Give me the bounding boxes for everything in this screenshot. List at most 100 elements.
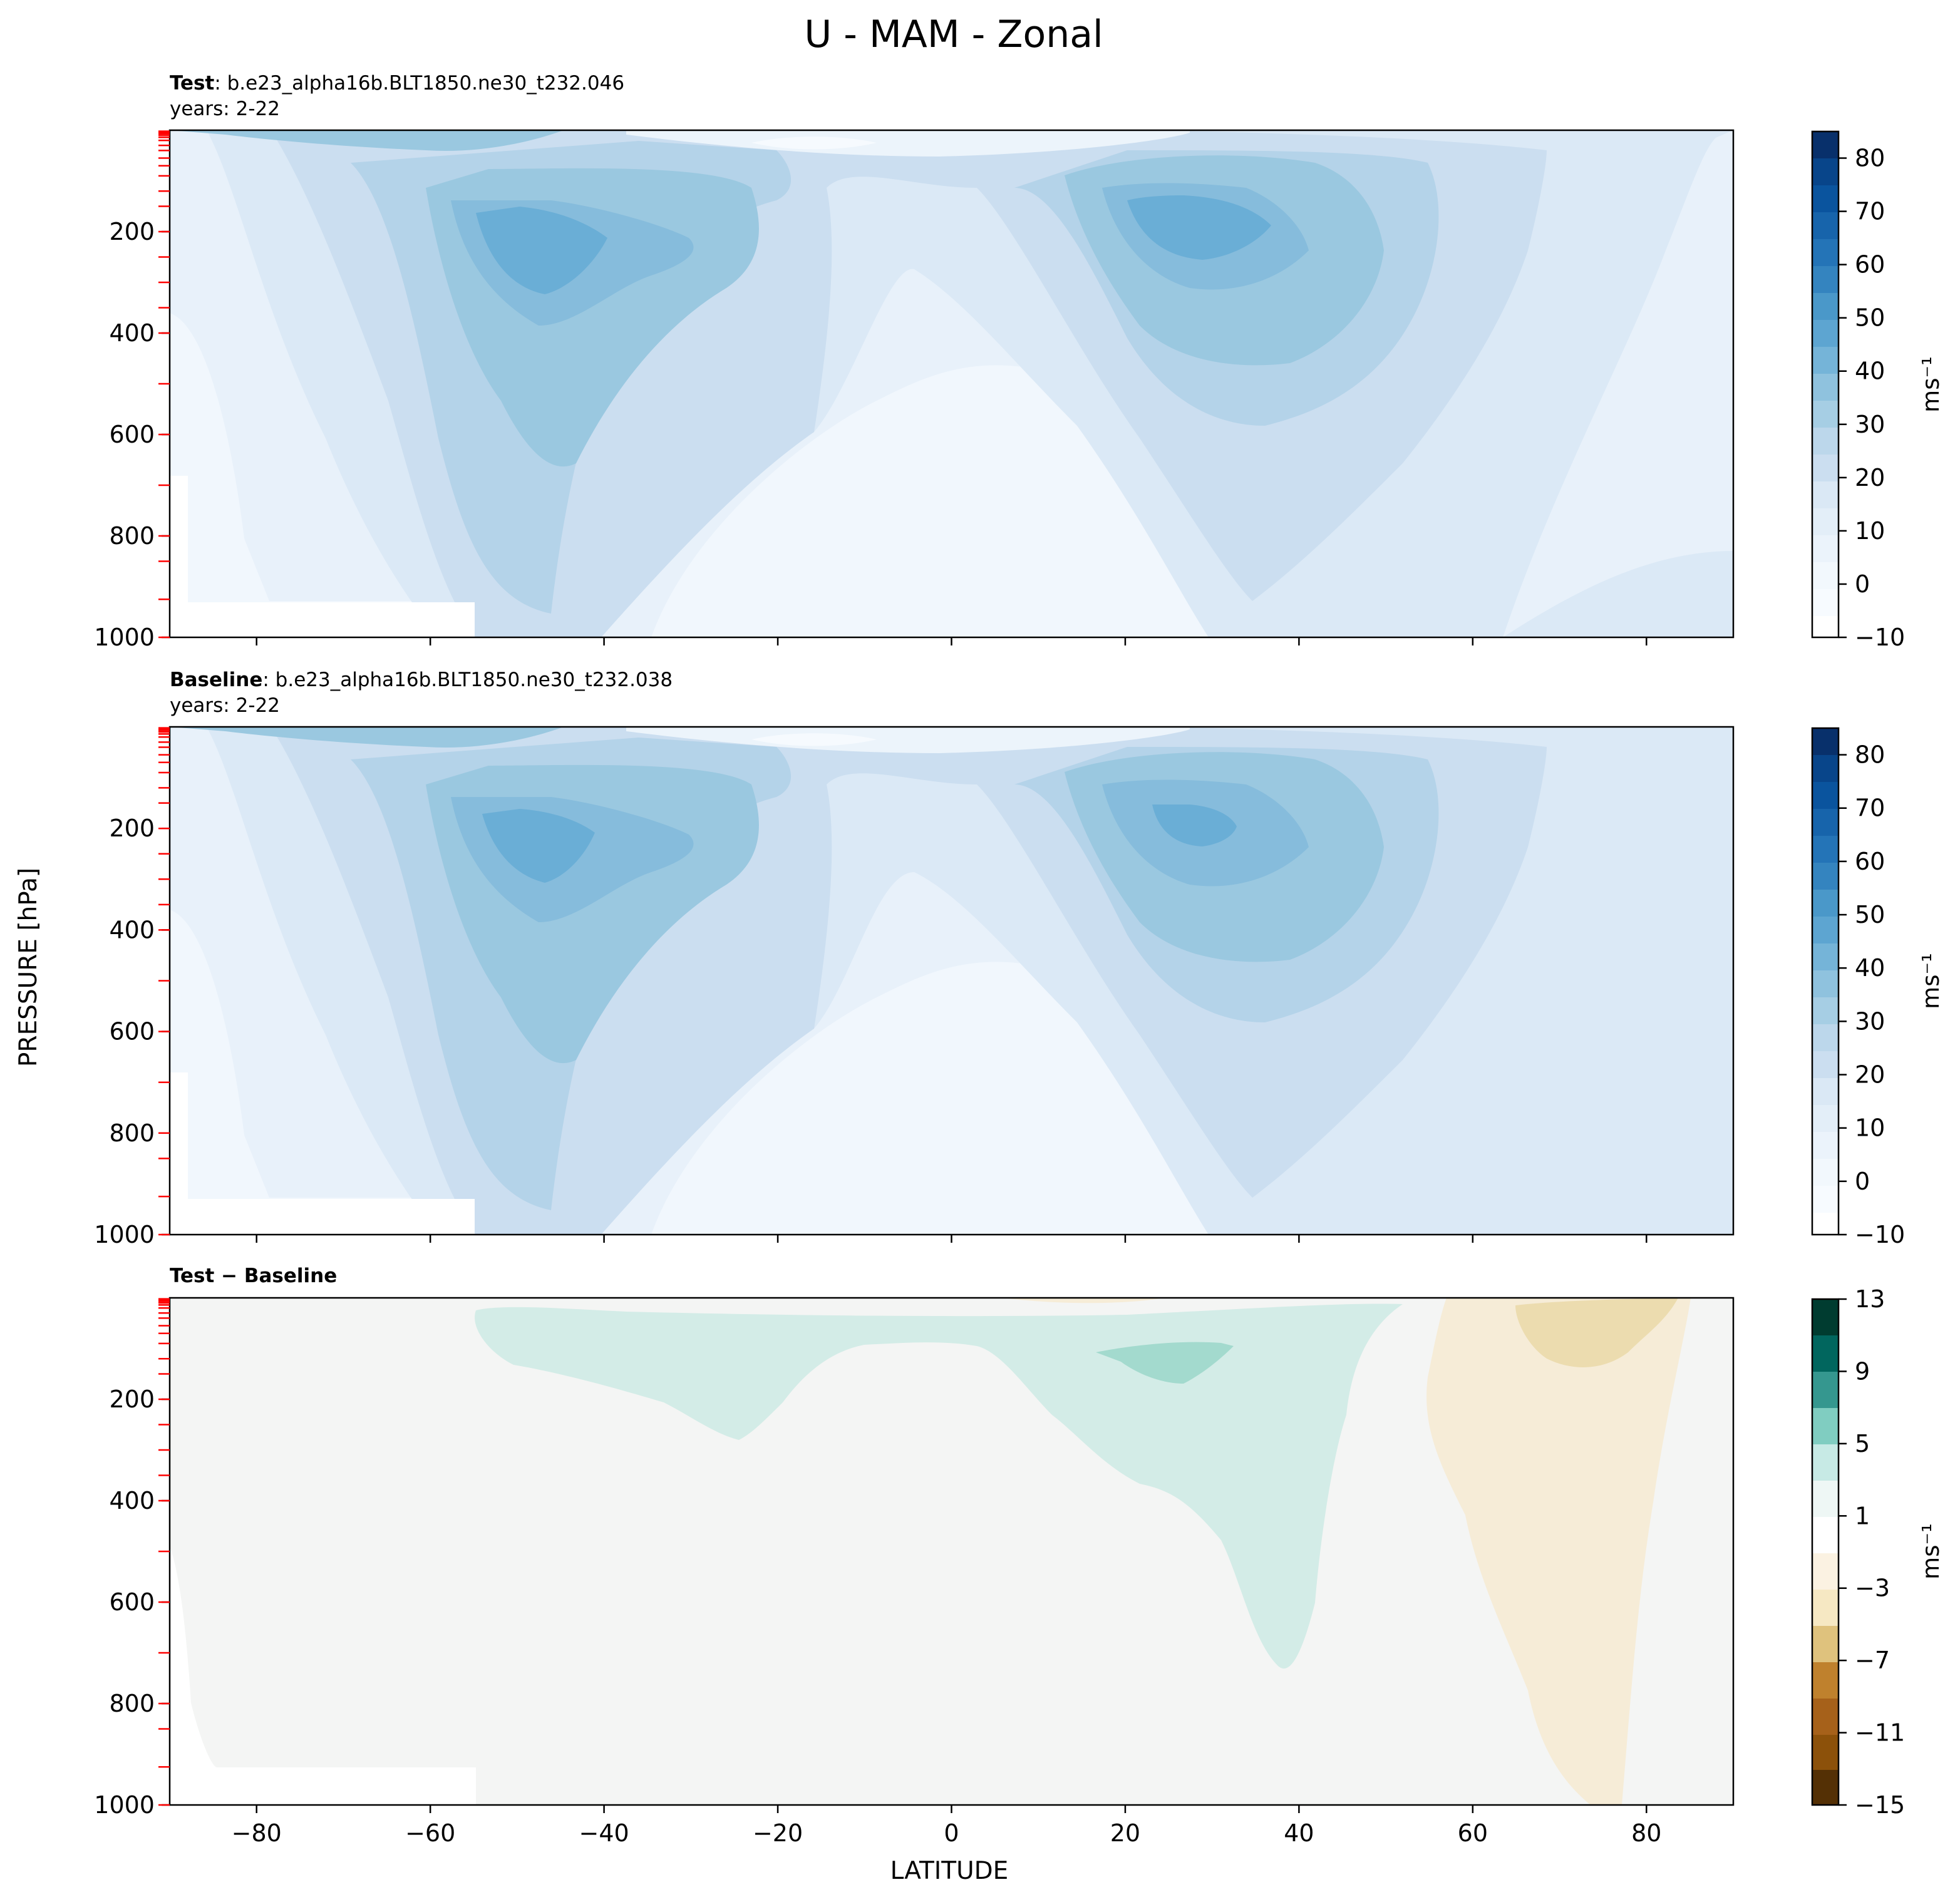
colorbar-tick-label: −3 <box>1855 1575 1890 1602</box>
x-tick-label: −60 <box>405 1819 455 1847</box>
colorbar-tick-label: 10 <box>1855 1114 1885 1142</box>
colorbar-bin <box>1812 1517 1839 1553</box>
colorbar-bin <box>1812 782 1839 809</box>
colorbar-tick-label: 80 <box>1855 145 1885 172</box>
colorbar-tick-label: −15 <box>1855 1791 1905 1819</box>
y-tick-label: 1000 <box>94 1221 155 1248</box>
x-tick-label: 20 <box>1110 1819 1140 1847</box>
contour-fill <box>170 910 476 1235</box>
panel-test-model-level-ticks <box>158 130 170 639</box>
x-tick-label: 60 <box>1458 1819 1488 1847</box>
colorbar-tick-label: 40 <box>1855 357 1885 385</box>
panel-test-colorbar: 80 70 60 50 40 30 20 10 0 −10 ms⁻¹ <box>1811 130 1944 651</box>
colorbar-bin <box>1812 374 1839 401</box>
colorbar-bin <box>1812 589 1839 616</box>
colorbar-tick-label: 5 <box>1855 1430 1870 1457</box>
colorbar-bin <box>1812 1590 1839 1626</box>
colorbar-bin <box>1812 535 1839 562</box>
colorbar-unit-label: ms⁻¹ <box>1917 356 1944 413</box>
colorbar-bin <box>1812 212 1839 239</box>
contour-fill <box>476 207 607 294</box>
colorbar-tick-label: 40 <box>1855 954 1885 982</box>
colorbar-bin <box>1812 455 1839 481</box>
colorbar-bin <box>1812 401 1839 428</box>
colorbar-bin <box>1812 943 1839 970</box>
panel-difference-model-level-ticks <box>158 1298 170 1806</box>
colorbar-tick-label: 20 <box>1855 1061 1885 1089</box>
panel-baseline-label: Baseline: b.e23_alpha16b.BLT1850.ne30_t2… <box>170 669 673 691</box>
x-tick-label: −40 <box>579 1819 629 1847</box>
colorbar-bin <box>1812 890 1839 917</box>
x-axis-label: LATITUDE <box>890 1857 1009 1885</box>
panel-difference-contours <box>170 1298 1733 1805</box>
colorbar-bin <box>1812 293 1839 320</box>
colorbar-bin <box>1812 320 1839 347</box>
colorbar-bin <box>1812 1699 1839 1735</box>
panel-baseline-colorbar: 80 70 60 50 40 30 20 10 0 −10 ms⁻¹ <box>1811 727 1944 1248</box>
colorbar-bin <box>1812 1553 1839 1590</box>
panel-test-run-name: : b.e23_alpha16b.BLT1850.ne30_t232.046 <box>214 72 624 95</box>
colorbar-tick-label: −10 <box>1855 1221 1905 1248</box>
x-tick-label: −80 <box>232 1819 282 1847</box>
y-tick-label: 600 <box>109 1588 155 1616</box>
colorbar-bin <box>1812 266 1839 293</box>
contour-fill <box>626 727 1190 753</box>
colorbar-tick-label: −7 <box>1855 1647 1890 1674</box>
colorbar-tick-label: 50 <box>1855 304 1885 332</box>
contour-fill <box>1515 1298 1678 1367</box>
colorbar-tick-label: 60 <box>1855 251 1885 279</box>
contour-fill <box>1426 1298 1691 1805</box>
contour-fill <box>1152 804 1237 846</box>
colorbar-tick-label: 9 <box>1855 1357 1870 1385</box>
panel-difference-label: Test − Baseline <box>170 1265 337 1287</box>
panel-baseline: Baseline: b.e23_alpha16b.BLT1850.ne30_t2… <box>94 669 1944 1248</box>
colorbar-bin <box>1812 428 1839 455</box>
colorbar-frame <box>1811 727 1840 1236</box>
colorbar-tick-label: 20 <box>1855 464 1885 491</box>
colorbar-bin <box>1812 1444 1839 1481</box>
colorbar-bin <box>1812 1626 1839 1662</box>
colorbar-tick-label: −11 <box>1855 1719 1905 1747</box>
colorbar-bin <box>1812 1335 1839 1372</box>
colorbar-tick-label: 70 <box>1855 198 1885 225</box>
y-tick-label: 800 <box>109 1690 155 1717</box>
colorbar-tick-label: 10 <box>1855 517 1885 545</box>
x-tick-label: 0 <box>944 1819 959 1847</box>
panel-baseline-contours <box>170 727 1733 1235</box>
panel-baseline-label-bold: Baseline <box>170 669 262 691</box>
y-tick-label: 1000 <box>94 1791 155 1819</box>
y-tick-label: 400 <box>109 1487 155 1514</box>
colorbar-bin <box>1812 347 1839 374</box>
below-surface-mask <box>170 1072 188 1235</box>
below-surface-mask <box>170 1199 475 1235</box>
colorbar-bin <box>1812 1024 1839 1051</box>
colorbar-bin <box>1812 917 1839 943</box>
colorbar-tick-label: 50 <box>1855 901 1885 928</box>
colorbar-unit-label: ms⁻¹ <box>1917 1523 1944 1580</box>
colorbar-bin <box>1812 997 1839 1024</box>
colorbar-bin <box>1812 185 1839 212</box>
y-tick-label: 600 <box>109 1018 155 1046</box>
colorbar-bin <box>1812 1735 1839 1770</box>
colorbar-tick-label: 60 <box>1855 848 1885 875</box>
colorbar-ticks: 80 70 60 50 40 30 20 10 0 −10 <box>1839 145 1905 651</box>
below-surface-mask <box>170 602 475 637</box>
colorbar-ticks: 80 70 60 50 40 30 20 10 0 −10 <box>1839 741 1905 1248</box>
colorbar-bin <box>1812 863 1839 890</box>
colorbar-ticks: 13 9 5 1 −3 −7 −11 −15 <box>1839 1285 1905 1819</box>
colorbar-tick-label: 0 <box>1855 570 1870 598</box>
colorbar-frame <box>1811 130 1840 639</box>
colorbar-bin <box>1812 836 1839 863</box>
colorbar-bin <box>1812 562 1839 589</box>
colorbar-bin <box>1812 1372 1839 1408</box>
y-tick-label: 600 <box>109 421 155 448</box>
contour-fill <box>170 130 564 151</box>
panel-test: Test: b.e23_alpha16b.BLT1850.ne30_t232.0… <box>94 72 1944 651</box>
colorbar-bin <box>1812 158 1839 185</box>
panel-difference: Test − Baseline −80 −60 −40 −20 0 20 40 60 80 200… <box>94 1265 1944 1847</box>
contour-fill <box>482 809 595 883</box>
colorbar-tick-label: −10 <box>1855 624 1905 651</box>
y-tick-label: 800 <box>109 522 155 550</box>
